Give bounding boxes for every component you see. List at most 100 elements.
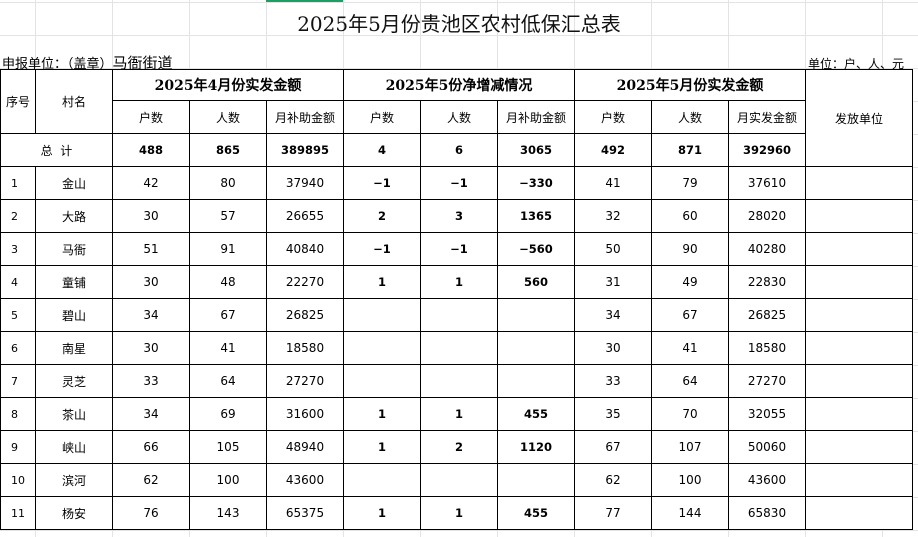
data-cell[interactable]: 76 [112, 496, 190, 530]
data-cell[interactable]: −330 [497, 166, 575, 200]
subheader-change-1[interactable]: 人数 [420, 100, 498, 134]
data-cell[interactable]: 64 [189, 364, 267, 398]
data-cell[interactable]: 43600 [266, 463, 344, 497]
header-seq[interactable]: 序号 [0, 69, 36, 134]
seq-cell[interactable]: 1 [0, 166, 36, 200]
data-cell[interactable]: 32 [574, 199, 652, 233]
data-cell[interactable] [497, 364, 575, 398]
data-cell[interactable]: 41 [651, 331, 729, 365]
data-cell[interactable]: −1 [420, 232, 498, 266]
seq-cell[interactable]: 5 [0, 298, 36, 332]
data-cell[interactable]: 34 [112, 298, 190, 332]
data-cell[interactable]: 33 [574, 364, 652, 398]
data-cell[interactable]: 27270 [266, 364, 344, 398]
data-cell[interactable]: −560 [497, 232, 575, 266]
subheader-may-0[interactable]: 户数 [574, 100, 652, 134]
data-cell[interactable]: 26655 [266, 199, 344, 233]
data-cell[interactable]: 1120 [497, 430, 575, 464]
data-cell[interactable]: 35 [574, 397, 652, 431]
seq-cell[interactable]: 4 [0, 265, 36, 299]
seq-cell[interactable]: 2 [0, 199, 36, 233]
data-cell[interactable]: 1 [343, 397, 421, 431]
data-cell[interactable]: 67 [651, 298, 729, 332]
total-cell[interactable]: 865 [189, 133, 267, 167]
village-cell[interactable]: 南星 [35, 331, 113, 365]
total-cell[interactable]: 389895 [266, 133, 344, 167]
seq-cell[interactable]: 6 [0, 331, 36, 365]
issuer-cell[interactable] [805, 232, 913, 266]
data-cell[interactable]: 28020 [728, 199, 806, 233]
total-cell[interactable]: 3065 [497, 133, 575, 167]
data-cell[interactable]: 77 [574, 496, 652, 530]
seq-cell[interactable]: 9 [0, 430, 36, 464]
issuer-cell[interactable] [805, 364, 913, 398]
data-cell[interactable]: 65830 [728, 496, 806, 530]
data-cell[interactable]: 62 [574, 463, 652, 497]
village-cell[interactable]: 峡山 [35, 430, 113, 464]
issuer-cell[interactable] [805, 463, 913, 497]
data-cell[interactable]: 90 [651, 232, 729, 266]
header-may[interactable]: 2025年5月份实发金额 [574, 69, 806, 101]
subheader-may-1[interactable]: 人数 [651, 100, 729, 134]
data-cell[interactable]: 32055 [728, 397, 806, 431]
data-cell[interactable]: 18580 [728, 331, 806, 365]
data-cell[interactable]: 22830 [728, 265, 806, 299]
data-cell[interactable]: 1 [343, 496, 421, 530]
issuer-cell[interactable] [805, 331, 913, 365]
data-cell[interactable]: 1365 [497, 199, 575, 233]
data-cell[interactable]: 67 [574, 430, 652, 464]
data-cell[interactable]: 1 [343, 430, 421, 464]
data-cell[interactable] [343, 463, 421, 497]
header-village[interactable]: 村名 [35, 69, 113, 134]
data-cell[interactable]: 107 [651, 430, 729, 464]
issuer-cell[interactable] [805, 199, 913, 233]
seq-cell[interactable]: 8 [0, 397, 36, 431]
issuer-cell[interactable] [805, 397, 913, 431]
village-cell[interactable]: 马衙 [35, 232, 113, 266]
village-cell[interactable]: 滨河 [35, 463, 113, 497]
total-cell[interactable]: 392960 [728, 133, 806, 167]
sheet-title[interactable]: 2025年5月份贵池区农村低保汇总表 [297, 12, 621, 36]
village-cell[interactable]: 茶山 [35, 397, 113, 431]
subheader-change-2[interactable]: 月补助金额 [497, 100, 575, 134]
subheader-change-0[interactable]: 户数 [343, 100, 421, 134]
village-cell[interactable]: 碧山 [35, 298, 113, 332]
subheader-april-1[interactable]: 人数 [189, 100, 267, 134]
data-cell[interactable] [497, 331, 575, 365]
data-cell[interactable]: 40280 [728, 232, 806, 266]
data-cell[interactable]: 3 [420, 199, 498, 233]
data-cell[interactable]: 100 [189, 463, 267, 497]
data-cell[interactable]: 22270 [266, 265, 344, 299]
data-cell[interactable]: 80 [189, 166, 267, 200]
data-cell[interactable]: 62 [112, 463, 190, 497]
data-cell[interactable]: 105 [189, 430, 267, 464]
data-cell[interactable]: 33 [112, 364, 190, 398]
data-cell[interactable]: 79 [651, 166, 729, 200]
total-cell[interactable]: 871 [651, 133, 729, 167]
header-issuer[interactable]: 发放单位 [805, 69, 913, 167]
data-cell[interactable]: 100 [651, 463, 729, 497]
data-cell[interactable]: 455 [497, 496, 575, 530]
issuer-cell[interactable] [805, 496, 913, 530]
data-cell[interactable]: 49 [651, 265, 729, 299]
total-cell[interactable]: 4 [343, 133, 421, 167]
data-cell[interactable]: 70 [651, 397, 729, 431]
data-cell[interactable]: −1 [420, 166, 498, 200]
data-cell[interactable]: 34 [574, 298, 652, 332]
header-change[interactable]: 2025年5份净增减情况 [343, 69, 575, 101]
data-cell[interactable]: 26825 [266, 298, 344, 332]
data-cell[interactable]: 144 [651, 496, 729, 530]
data-cell[interactable]: 43600 [728, 463, 806, 497]
data-cell[interactable]: 50060 [728, 430, 806, 464]
total-cell[interactable]: 6 [420, 133, 498, 167]
data-cell[interactable]: 64 [651, 364, 729, 398]
data-cell[interactable]: 18580 [266, 331, 344, 365]
data-cell[interactable]: 66 [112, 430, 190, 464]
subheader-may-2[interactable]: 月实发金额 [728, 100, 806, 134]
data-cell[interactable]: 69 [189, 397, 267, 431]
data-cell[interactable]: 67 [189, 298, 267, 332]
data-cell[interactable] [497, 298, 575, 332]
seq-cell[interactable]: 10 [0, 463, 36, 497]
data-cell[interactable]: 30 [112, 265, 190, 299]
issuer-cell[interactable] [805, 166, 913, 200]
